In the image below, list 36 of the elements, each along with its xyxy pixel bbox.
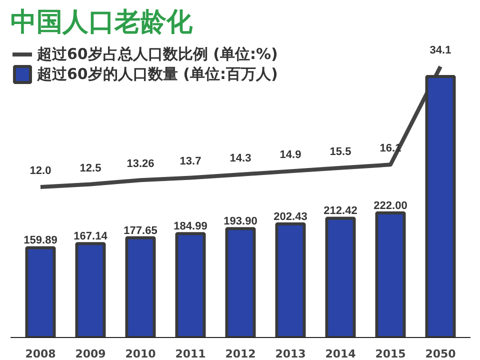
data-label: 202.43 [274, 210, 308, 223]
data-label: 13.7 [180, 156, 202, 168]
data-label: 193.90 [224, 216, 258, 228]
data-label: 222.00 [374, 200, 408, 212]
bar [275, 222, 306, 338]
x-tick-label: 2009 [75, 348, 106, 360]
x-tick-label: 2050 [425, 348, 456, 360]
x-tick-label: 2008 [25, 348, 56, 360]
data-label: 12.5 [80, 162, 102, 174]
data-label: 34.1 [430, 44, 452, 57]
data-label: 12.0 [30, 164, 52, 177]
data-label: 177.65 [124, 224, 158, 237]
data-label: 13.26 [126, 158, 154, 170]
bar [375, 211, 406, 338]
x-tick-label: 2013 [275, 348, 306, 360]
x-tick-label: 2014 [325, 348, 356, 360]
bar [125, 236, 156, 338]
bar [75, 242, 106, 338]
x-tick-label: 2012 [225, 348, 256, 360]
x-tick-label: 2011 [175, 348, 206, 360]
legend-label: 超过60岁的人口数量 (单位:百万人) [37, 64, 278, 84]
data-label: 212.42 [324, 205, 358, 218]
data-label: 15.5 [330, 146, 352, 158]
chart-title: 中国人口老龄化 [10, 8, 194, 38]
bar [175, 232, 206, 338]
data-label: 14.9 [280, 149, 302, 162]
data-label: 184.99 [174, 220, 208, 233]
legend-label: 超过60岁占总人口数比例 (单位:%) [37, 44, 278, 64]
bar [225, 227, 256, 338]
bar [325, 216, 356, 338]
bar [25, 246, 56, 338]
data-label: 159.89 [24, 234, 58, 247]
x-tick-label: 2010 [125, 348, 156, 360]
data-label: 14.3 [230, 152, 252, 164]
x-tick-label: 2015 [375, 348, 406, 360]
data-label: 167.14 [74, 230, 108, 243]
